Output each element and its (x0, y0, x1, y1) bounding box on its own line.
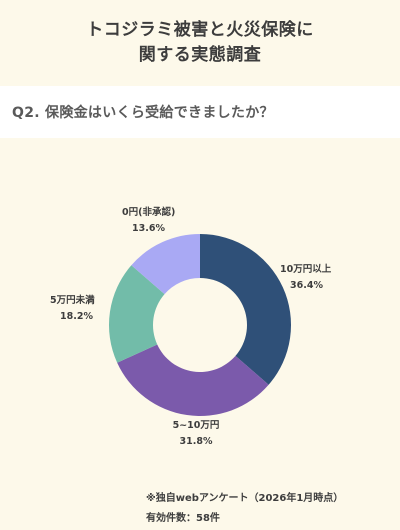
donut-slice (131, 234, 200, 295)
donut-slice (109, 265, 165, 363)
slice-value-label: 36.4% (290, 280, 323, 291)
title-line-1: トコジラミ被害と火災保険に (86, 20, 314, 40)
question-banner: Q2. 保険金はいくら受給できましたか？ (0, 86, 400, 138)
slice-category-label: 10万円以上 (280, 263, 332, 275)
slice-value-label: 31.8% (180, 436, 213, 447)
donut-slice (200, 234, 291, 385)
question-text: Q2. 保険金はいくら受給できましたか？ (12, 105, 274, 121)
donut-slice (117, 344, 269, 416)
survey-note: ※独自webアンケート（2026年1月時点） (146, 493, 344, 504)
slice-value-label: 13.6% (132, 223, 165, 234)
slice-value-label: 18.2% (60, 311, 93, 322)
title-line-2: 関する実態調査 (138, 45, 262, 65)
slice-category-label: 0円(非承認) (122, 206, 175, 218)
slice-category-label: 5~10万円 (173, 420, 220, 431)
valid-count: 有効件数：58件 (146, 513, 220, 524)
slice-category-label: 5万円未満 (50, 294, 95, 306)
page-title: トコジラミ被害と火災保険に 関する実態調査 (0, 18, 400, 68)
